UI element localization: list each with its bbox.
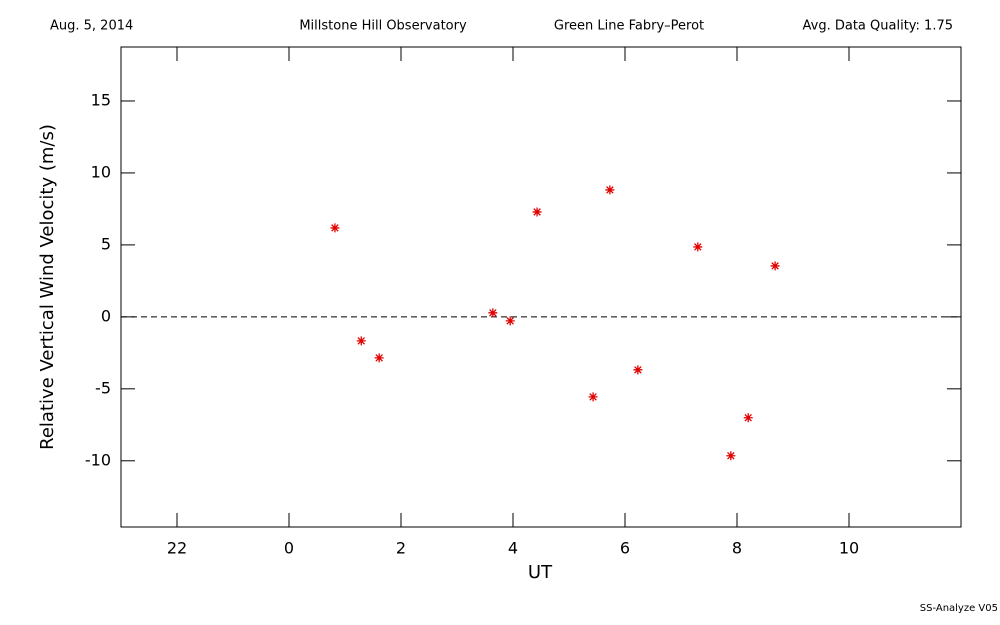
x-tick-label: 2 xyxy=(396,539,406,558)
x-axis-label: UT xyxy=(528,562,553,583)
y-tick-label: 15 xyxy=(91,90,111,109)
x-tick-label: 0 xyxy=(284,539,294,558)
x-tick-label: 6 xyxy=(620,539,630,558)
header-site: Millstone Hill Observatory xyxy=(299,19,467,34)
asterisk-marker xyxy=(532,207,542,217)
asterisk-marker xyxy=(374,353,384,363)
asterisk-marker xyxy=(356,336,366,346)
x-tick-label: 22 xyxy=(167,539,187,558)
y-tick-label: 5 xyxy=(101,234,111,253)
asterisk-marker xyxy=(743,413,753,423)
asterisk-marker xyxy=(488,308,498,318)
x-tick-label: 8 xyxy=(732,539,742,558)
asterisk-marker xyxy=(505,316,515,326)
y-tick-label: -10 xyxy=(85,450,111,469)
footer: SS-Analyze V05 xyxy=(920,603,998,614)
asterisk-marker xyxy=(693,242,703,252)
asterisk-marker xyxy=(770,261,780,271)
y-tick-label: -5 xyxy=(95,378,111,397)
header-instrument: Green Line Fabry–Perot xyxy=(554,19,704,34)
header-date: Aug. 5, 2014 xyxy=(50,19,133,34)
y-tick-label: 10 xyxy=(91,162,111,181)
asterisk-marker xyxy=(605,185,615,195)
asterisk-marker xyxy=(330,223,340,233)
asterisk-marker xyxy=(633,365,643,375)
x-tick-label: 4 xyxy=(508,539,518,558)
y-axis-label: Relative Vertical Wind Velocity (m/s) xyxy=(37,124,58,450)
x-tick-label: 10 xyxy=(839,539,859,558)
asterisk-marker xyxy=(588,392,598,402)
asterisk-marker xyxy=(726,451,736,461)
header-quality: Avg. Data Quality: 1.75 xyxy=(803,19,953,34)
plot-frame xyxy=(120,46,962,528)
y-tick-label: 0 xyxy=(101,306,111,325)
